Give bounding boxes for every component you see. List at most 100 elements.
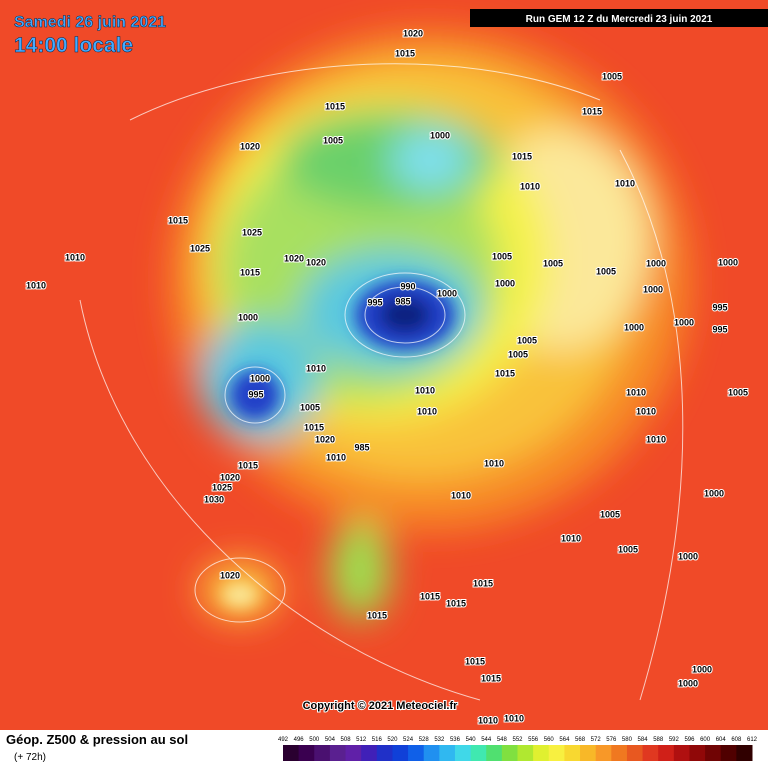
- pressure-labels: 1020 1015 1005 1015 1015 1000 1005 1020 1015 1010…: [25, 27, 749, 726]
- pressure-label: 1005: [300, 402, 320, 412]
- pressure-label: 1015: [238, 460, 258, 470]
- scale-label: 512: [356, 737, 367, 743]
- copyright: Copyright © 2021 Meteociel.fr: [303, 700, 459, 712]
- scale-label: 568: [575, 737, 586, 743]
- scale-label: 592: [669, 737, 680, 743]
- pressure-label: 985: [395, 296, 410, 306]
- pressure-label: 1015: [473, 578, 493, 588]
- scale-swatch: [580, 745, 597, 761]
- pressure-label: 1010: [65, 252, 85, 262]
- scale-label: 496: [294, 737, 305, 743]
- scale-swatch: [705, 745, 722, 761]
- pressure-label: 990: [400, 281, 415, 291]
- pressure-label: 1000: [250, 373, 270, 383]
- pressure-label: 985: [354, 442, 369, 452]
- pressure-label: 1005: [596, 266, 616, 276]
- pressure-label: 1020: [284, 253, 304, 263]
- legend-title: Géop. Z500 & pression au sol: [6, 732, 188, 747]
- scale-swatch: [626, 745, 644, 761]
- pressure-label: 1010: [417, 406, 437, 416]
- pressure-label: 1015: [304, 422, 324, 432]
- scale-label: 580: [622, 737, 633, 743]
- scale-label: 588: [653, 737, 664, 743]
- lows: [222, 280, 455, 607]
- scale-swatch: [564, 745, 581, 761]
- scale-swatch: [392, 745, 409, 761]
- pressure-label: 1010: [484, 458, 504, 468]
- pressure-label: 1010: [626, 387, 646, 397]
- scale-swatch: [533, 745, 550, 761]
- scale-label: 560: [544, 737, 555, 743]
- scale-swatch: [689, 745, 706, 761]
- pressure-label: 1000: [238, 312, 258, 322]
- pressure-label: 1025: [242, 227, 262, 237]
- scale-swatch: [470, 745, 487, 761]
- scale-swatch: [329, 745, 347, 761]
- scale-swatch: [423, 745, 440, 761]
- scale-swatch: [548, 745, 565, 761]
- scale-swatch: [658, 745, 675, 761]
- pressure-label: 1000: [674, 317, 694, 327]
- pressure-label: 1000: [718, 257, 738, 267]
- pressure-label: 1010: [306, 363, 326, 373]
- scale-swatch: [736, 745, 753, 761]
- scale-label: 504: [325, 737, 336, 743]
- pressure-label: 1015: [420, 591, 440, 601]
- scale-swatch: [345, 745, 362, 761]
- scale-label: 528: [419, 737, 430, 743]
- pressure-label: 1030: [204, 494, 224, 504]
- pressure-label: 995: [248, 389, 263, 399]
- scale-swatch: [454, 745, 472, 761]
- scale-label: 596: [684, 737, 695, 743]
- pressure-label: 1005: [323, 135, 343, 145]
- scale-swatch: [361, 745, 378, 761]
- scale-label: 600: [700, 737, 711, 743]
- pressure-label: 1005: [618, 544, 638, 554]
- scale-swatch: [642, 745, 659, 761]
- pressure-label: 1010: [520, 181, 540, 191]
- scale-label: 556: [528, 737, 539, 743]
- pressure-label: 1000: [646, 258, 666, 268]
- pressure-label: 995: [712, 302, 727, 312]
- scale-label: 532: [434, 737, 445, 743]
- pressure-label: 1000: [678, 678, 698, 688]
- pressure-label: 1020: [240, 141, 260, 151]
- scale-label: 520: [387, 737, 398, 743]
- pressure-label: 1000: [437, 288, 457, 298]
- scale-label: 612: [747, 737, 758, 743]
- pressure-label: 1010: [561, 533, 581, 543]
- scale-label: 552: [512, 737, 523, 743]
- pressure-label: 1020: [220, 472, 240, 482]
- pressure-label: 1000: [643, 284, 663, 294]
- pressure-label: 1020: [315, 434, 335, 444]
- pressure-label: 1015: [395, 48, 415, 58]
- pressure-label: 1010: [504, 713, 524, 723]
- scale-label: 524: [403, 737, 414, 743]
- scale-swatch: [376, 745, 393, 761]
- pressure-label: 1015: [367, 610, 387, 620]
- scale-swatch: [720, 745, 737, 761]
- pressure-label: 1015: [495, 368, 515, 378]
- pressure-label: 1015: [582, 106, 602, 116]
- pressure-label: 1020: [220, 570, 240, 580]
- isobars: [79, 63, 684, 701]
- scale-label: 576: [606, 737, 617, 743]
- pressure-label: 1005: [492, 251, 512, 261]
- scale-swatch: [595, 745, 612, 761]
- pressure-label: 1010: [26, 280, 46, 290]
- scale-swatch: [486, 745, 503, 761]
- pressure-label: 1015: [446, 598, 466, 608]
- pressure-label: 1010: [636, 406, 656, 416]
- scale-label: 492: [278, 737, 289, 743]
- scale-label: 540: [466, 737, 477, 743]
- pressure-label: 1015: [512, 151, 532, 161]
- pressure-label: 1015: [325, 101, 345, 111]
- scale-swatch: [501, 745, 518, 761]
- time: 14:00 locale: [14, 34, 133, 57]
- scale-swatch: [408, 745, 425, 761]
- pressure-label: 1010: [326, 452, 346, 462]
- pressure-label: 1000: [704, 488, 724, 498]
- pressure-label: 1010: [615, 178, 635, 188]
- pressure-label: 1005: [728, 387, 748, 397]
